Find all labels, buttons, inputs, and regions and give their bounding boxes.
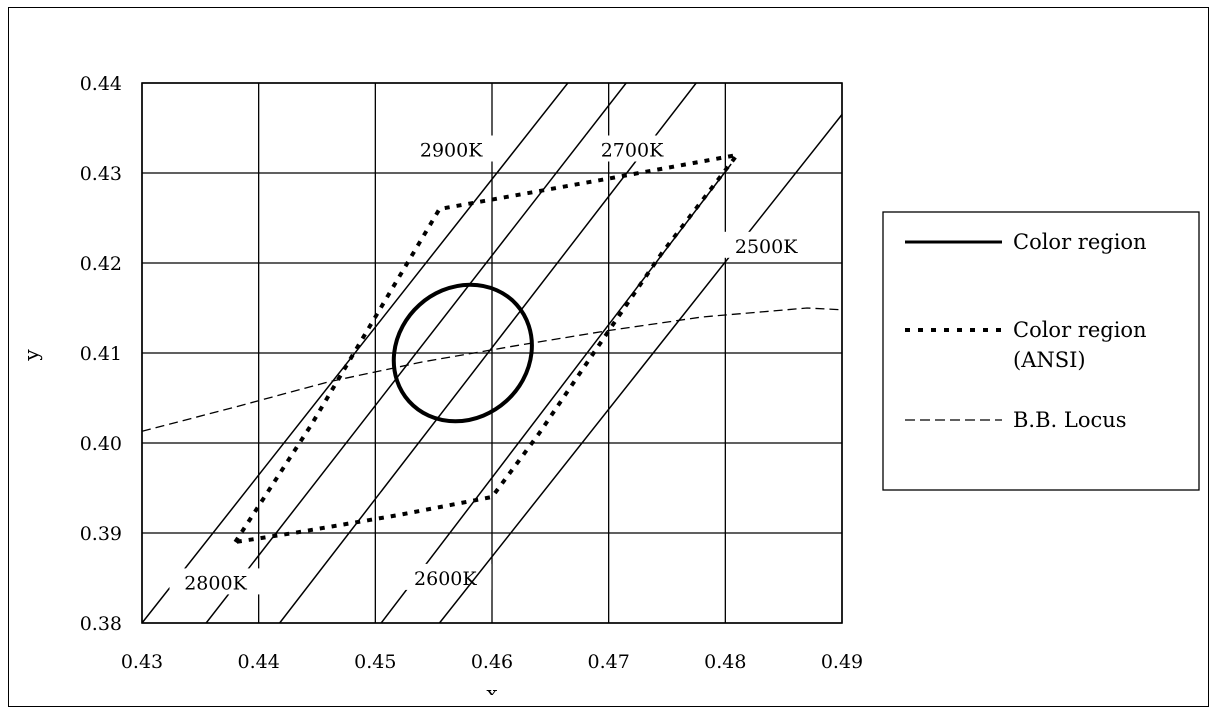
y-tick-label-1: 0.39 (80, 523, 122, 545)
series-color-region-ellipse (391, 282, 534, 424)
legend-label-1: Color region (1013, 318, 1147, 342)
series-layer (142, 152, 842, 544)
x-tick-label-0: 0.43 (121, 651, 163, 673)
isotherm-line-0 (142, 83, 569, 623)
isotherm-label-bg-4 (720, 231, 813, 258)
x-tick-label-2: 0.45 (354, 651, 396, 673)
isotherm-line-2 (279, 83, 697, 623)
legend-label-2: B.B. Locus (1013, 408, 1127, 432)
isotherm-line-1 (205, 83, 627, 623)
isotherm-label-1: 2800K (184, 572, 247, 594)
x-tick-label-6: 0.49 (821, 651, 863, 673)
x-tick-label-3: 0.46 (471, 651, 513, 673)
y-axis-label: y (19, 349, 43, 362)
y-tick-label-3: 0.41 (80, 343, 122, 365)
plot-area-border (141, 82, 843, 624)
tick-labels: 0.43 0.44 0.45 0.46 0.47 0.48 0.49 0.38 0.39 0.40… (80, 73, 863, 673)
isotherm-label-bg-2 (586, 135, 678, 162)
isotherm-label-0: 2900K (420, 140, 483, 162)
isotherm-label-bg-1 (169, 568, 262, 595)
legend: Color region Color region (ANSI) B.B. Locus (882, 211, 1200, 491)
isotherm-label-4: 2500K (735, 236, 798, 258)
y-tick-label-5: 0.43 (80, 163, 122, 185)
y-tick-label-4: 0.42 (80, 253, 122, 275)
legend-label-0: Color region (1013, 230, 1147, 254)
series-ansi-region-path (233, 152, 742, 544)
isotherm-line-4 (438, 114, 842, 623)
isotherm-label-2: 2700K (601, 140, 664, 162)
y-tick-label-6: 0.44 (80, 73, 122, 95)
isotherm-label-bg-0 (405, 135, 498, 162)
y-tick-label-2: 0.40 (80, 433, 122, 455)
y-tick-label-0: 0.38 (80, 613, 122, 635)
series-bb-locus-path (142, 307, 842, 432)
x-tick-label-5: 0.48 (704, 651, 746, 673)
isotherm-line-3 (380, 163, 732, 623)
isotherm-label-3: 2600K (414, 568, 477, 590)
legend-box (882, 211, 1200, 491)
x-axis-label: x (486, 681, 498, 695)
isotherm-lines: 2900K 2800K 2700K 2600K 2500K (142, 83, 842, 623)
legend-label-1-line2: (ANSI) (1013, 348, 1086, 372)
x-tick-label-1: 0.44 (238, 651, 280, 673)
grid (141, 82, 843, 624)
x-tick-label-4: 0.47 (588, 651, 630, 673)
plot-border (141, 82, 843, 624)
